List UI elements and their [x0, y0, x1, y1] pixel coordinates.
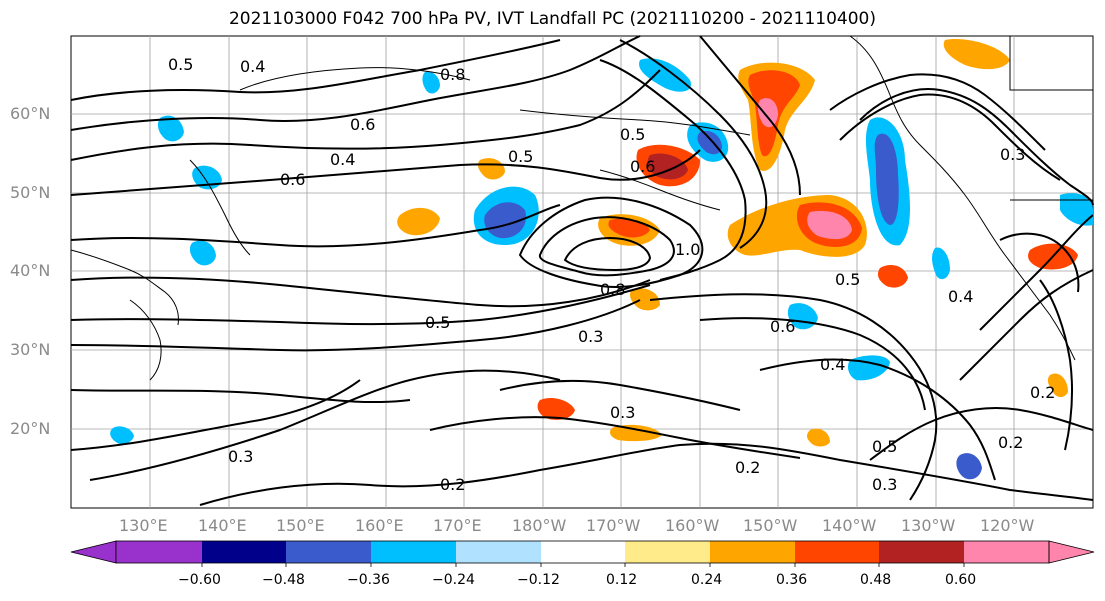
coastlines: [70, 35, 1093, 381]
colorbar-bin: [202, 541, 286, 563]
colorbar-tick-label: −0.48: [262, 572, 305, 588]
negative-anomaly: [932, 247, 950, 280]
colorbar-tick-label: 0.12: [606, 572, 638, 588]
negative-anomaly: [422, 71, 440, 94]
lon-label-150w: 150°W: [743, 516, 798, 535]
contour-label: 0.2: [998, 433, 1023, 452]
lat-label-20n: 20°N: [10, 419, 51, 438]
lon-label-140w: 140°W: [822, 516, 877, 535]
contour-label: 0.6: [350, 115, 375, 134]
contour-label: 0.4: [330, 150, 355, 169]
lon-label-120w: 120°W: [980, 516, 1035, 535]
pv-contours: [70, 35, 1094, 506]
negative-anomaly: [157, 115, 184, 142]
lon-label-160e: 160°E: [355, 516, 404, 535]
contour-label: 0.3: [578, 327, 603, 346]
lon-label-140e: 140°E: [198, 516, 247, 535]
contour-label: 0.4: [240, 57, 265, 76]
lon-label-180w: 180°W: [512, 516, 567, 535]
lon-label-170e: 170°E: [433, 516, 482, 535]
negative-anomaly-core: [484, 202, 526, 239]
negative-anomaly-core: [697, 130, 722, 155]
lat-label-60n: 60°N: [10, 104, 51, 123]
lon-label-130e: 130°E: [119, 516, 168, 535]
colorbar-bin: [964, 541, 1049, 563]
colorbar-bin: [371, 541, 456, 563]
contour-labels: 0.4 0.5 0.6 0.8 0.4 0.5 0.6 0.5 0.6 0.8 …: [168, 55, 1055, 494]
contour-label: 0.6: [280, 170, 305, 189]
contour-label: 0.2: [1030, 383, 1055, 402]
colorbar-outline: [115, 540, 1050, 564]
positive-anomaly: [610, 424, 662, 442]
lon-label-170w: 170°W: [586, 516, 641, 535]
colorbar-bin: [541, 541, 625, 563]
lat-label-40n: 40°N: [10, 261, 51, 280]
colorbar-tick-label: 0.48: [860, 572, 892, 588]
colorbar-tick-label: 0.24: [691, 572, 723, 588]
contour-label: 0.3: [610, 403, 635, 422]
contour-label: 0.3: [872, 475, 897, 494]
colorbar-bin: [879, 541, 964, 563]
contour-label: 0.3: [1000, 145, 1025, 164]
contour-label: 0.5: [872, 437, 897, 456]
contour-label: 0.2: [735, 458, 760, 477]
lon-label-150e: 150°E: [276, 516, 325, 535]
contour-label: 0.4: [948, 287, 973, 306]
negative-anomaly: [110, 426, 134, 444]
colorbar-tick-label: −0.36: [347, 572, 390, 588]
contour-label: 0.2: [440, 475, 465, 494]
anomaly-shading: [110, 39, 1093, 480]
colorbar-bin: [795, 541, 879, 563]
colorbar-tick-label: −0.24: [432, 572, 475, 588]
negative-anomaly: [639, 58, 691, 92]
colorbar-tick-label: −0.60: [178, 572, 221, 588]
colorbar-bin: [625, 541, 710, 563]
contour-label: 1.0: [675, 240, 700, 259]
lon-label-160w: 160°W: [665, 516, 720, 535]
lat-label-30n: 30°N: [10, 340, 51, 359]
colorbar-min-extend: [70, 540, 117, 564]
figure-title: 2021103000 F042 700 hPa PV, IVT Landfall…: [228, 9, 876, 29]
colorbar: [70, 540, 1095, 567]
contour-label: 0.4: [820, 355, 845, 374]
contour-label: 0.8: [600, 280, 625, 299]
contour-label: 0.8: [440, 65, 465, 84]
positive-anomaly: [943, 39, 1010, 70]
colorbar-max-extend: [1048, 540, 1095, 564]
contour-label: 0.5: [835, 270, 860, 289]
negative-anomaly: [956, 453, 982, 480]
colorbar-bin: [456, 541, 541, 563]
negative-anomaly: [1060, 193, 1093, 226]
contour-label: 0.6: [630, 157, 655, 176]
lat-label-50n: 50°N: [10, 183, 51, 202]
colorbar-bin: [286, 541, 371, 563]
positive-anomaly: [537, 398, 575, 420]
colorbar-bin: [116, 541, 202, 563]
contour-label: 0.5: [425, 313, 450, 332]
contour-label: 0.6: [770, 317, 795, 336]
positive-anomaly: [397, 207, 440, 236]
negative-anomaly-core: [874, 133, 899, 225]
lon-label-130w: 130°W: [901, 516, 956, 535]
positive-anomaly: [877, 265, 908, 288]
colorbar-tick-label: 0.60: [945, 572, 977, 588]
positive-anomaly: [807, 428, 830, 447]
positive-anomaly-strong: [647, 153, 688, 180]
positive-anomaly: [629, 288, 660, 311]
contour-label: 0.5: [620, 125, 645, 144]
colorbar-bin: [710, 541, 795, 563]
positive-anomaly: [1047, 373, 1068, 398]
positive-anomaly-max: [807, 210, 852, 240]
colorbar-tick-label: −0.12: [517, 572, 560, 588]
contour-label: 0.5: [168, 55, 193, 74]
colorbar-tick-label: 0.36: [776, 572, 808, 588]
contour-label: 0.3: [228, 447, 253, 466]
contour-label: 0.5: [508, 147, 533, 166]
negative-anomaly: [189, 240, 216, 266]
positive-anomaly-max: [757, 98, 778, 128]
